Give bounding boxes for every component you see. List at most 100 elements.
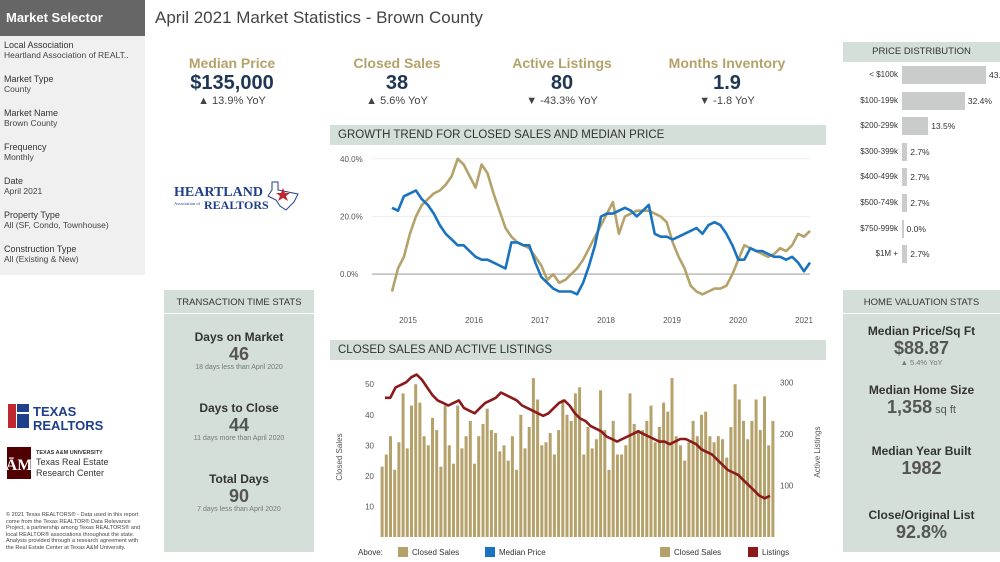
total-days-stat: Total Days 90 7 days less than April 202… xyxy=(164,472,314,513)
closed-sales-bar xyxy=(620,454,624,537)
closed-sales-bar xyxy=(750,420,754,537)
closed-sales-bar xyxy=(506,460,510,537)
filter-construction-type[interactable]: Construction Type All (Existing & New) xyxy=(0,244,145,274)
filter-value[interactable]: All (Existing & New) xyxy=(4,254,79,264)
price-range-label: $500-749k xyxy=(860,197,898,207)
closed-sales-bar xyxy=(443,405,447,537)
legend-label: Listings xyxy=(762,548,789,557)
logo-mark-icon xyxy=(8,404,16,428)
y-tick-label: 20 xyxy=(365,472,374,481)
filter-date[interactable]: Date April 2021 xyxy=(0,176,145,206)
kpi-label: Median Price xyxy=(188,55,276,71)
y2-axis-label: Active Listings xyxy=(813,426,822,477)
logo-text: Association of xyxy=(174,201,201,206)
closed-sales-bar xyxy=(397,442,401,537)
closed-sales-bar xyxy=(447,445,451,537)
price-range-pct: 2.7% xyxy=(910,146,930,157)
stat-value: 92.8% xyxy=(895,522,948,542)
closed-sales-bar xyxy=(401,393,405,537)
closed-sales-bar xyxy=(544,442,548,537)
price-range-bar xyxy=(902,168,908,187)
price-distribution-row: $400-499k 2.7% xyxy=(843,164,1000,190)
texas-realtors-logo: TEXAS REALTORS xyxy=(8,404,104,433)
closed-sales-bar xyxy=(489,430,493,537)
filter-label: Market Type xyxy=(4,74,54,84)
y-tick-label: 40.0% xyxy=(340,155,363,164)
page-title: April 2021 Market Statistics - Brown Cou… xyxy=(155,8,483,27)
closed-sales-bar xyxy=(624,445,628,537)
kpi-value: 1.9 xyxy=(713,72,741,94)
closed-sales-bar xyxy=(456,405,460,537)
price-range-label: < $100k xyxy=(869,70,898,79)
closed-sales-bar xyxy=(519,414,523,537)
price-distribution-row: $200-299k 13.5% xyxy=(843,113,1000,139)
filter-property-type[interactable]: Property Type All (SF, Condo, Townhouse) xyxy=(0,210,145,240)
logo-text: REALTORS xyxy=(33,418,104,433)
closed-sales-bar xyxy=(767,445,771,537)
series-line xyxy=(391,189,812,296)
price-distribution-row: $750-999k 0.0% xyxy=(843,216,1000,242)
filter-value[interactable]: April 2021 xyxy=(4,186,43,196)
price-range-bar xyxy=(902,66,986,84)
stat-value: 44 xyxy=(228,415,250,435)
stat-label: Median Home Size xyxy=(868,383,975,397)
closed-sales-bar xyxy=(645,420,649,537)
filter-frequency[interactable]: Frequency Monthly xyxy=(0,142,145,172)
price-distribution-panel: PRICE DISTRIBUTION < $100k 43.3% $100-199k… xyxy=(843,42,1000,272)
closed-sales-bar xyxy=(611,420,615,537)
closed-sales-bar xyxy=(410,405,413,537)
logo-text: HEARTLAND xyxy=(174,185,263,200)
closed-sales-bar xyxy=(628,393,632,537)
price-range-pct: 13.5% xyxy=(931,121,956,132)
closed-sales-bar xyxy=(712,442,716,537)
closed-sales-bar xyxy=(657,427,661,537)
stat-value: $88.87 xyxy=(893,338,950,358)
days-to-close-stat: Days to Close 44 11 days more than April… xyxy=(164,401,314,442)
closed-sales-bar xyxy=(494,433,498,537)
filter-label: Frequency xyxy=(4,142,47,152)
logo-text: TEXAS xyxy=(33,404,77,419)
legend-swatch xyxy=(485,547,495,557)
closed-sales-bar xyxy=(569,420,573,537)
closed-sales-bar xyxy=(422,436,426,537)
price-range-bar xyxy=(902,142,908,161)
stat-label: Days to Close xyxy=(199,401,279,415)
closed-sales-bar xyxy=(578,387,582,537)
closed-sales-bar xyxy=(557,430,561,537)
x-tick-label: 2020 xyxy=(729,316,747,325)
closed-sales-bar xyxy=(502,445,506,537)
closed-sales-bar xyxy=(527,427,531,537)
legend-label: Closed Sales xyxy=(674,548,721,557)
legend-swatch xyxy=(660,547,670,557)
kpi-months-inventory: Months Inventory 1.9 ▼ -1.8 YoY xyxy=(652,55,802,107)
filter-value[interactable]: County xyxy=(4,84,31,94)
closed-sales-bar xyxy=(590,448,594,537)
market-selector-title: Market Selector xyxy=(0,0,145,36)
closed-sales-bar xyxy=(389,436,392,537)
closed-sales-bar xyxy=(536,399,540,537)
market-selector-panel: Market Selector Local Association Heartl… xyxy=(0,0,145,275)
filter-label: Property Type xyxy=(4,210,60,220)
filter-value[interactable]: Brown County xyxy=(4,118,58,128)
y2-tick-label: 100 xyxy=(780,481,794,490)
closed-sales-bar xyxy=(733,384,737,537)
filter-market-type[interactable]: Market Type County xyxy=(0,74,145,104)
closed-sales-bar xyxy=(632,423,636,537)
closed-sales-bar xyxy=(477,436,481,537)
price-range-bar xyxy=(902,193,908,212)
filter-local-association[interactable]: Local Association Heartland Association … xyxy=(0,40,145,70)
stat-value: 1,358 xyxy=(887,397,933,417)
home-valuation-stats-panel: HOME VALUATION STATS Median Price/Sq Ft … xyxy=(843,290,1000,552)
legend-label: Median Price xyxy=(499,548,546,557)
stat-value: 1982 xyxy=(901,458,942,478)
price-distribution-title: PRICE DISTRIBUTION xyxy=(843,42,1000,62)
closed-sales-bar xyxy=(384,454,388,537)
filter-value[interactable]: Monthly xyxy=(4,152,34,162)
filter-market-name[interactable]: Market Name Brown County xyxy=(0,108,145,138)
sales-axis: 10 20 30 40 50 100 200 300 Closed Sales Active Li… xyxy=(335,378,822,511)
filter-value[interactable]: All (SF, Condo, Townhouse) xyxy=(4,220,109,230)
closed-sales-bar xyxy=(414,384,418,537)
closed-sales-bar xyxy=(737,399,741,537)
kpi-value: $135,000 xyxy=(190,72,274,94)
filter-value[interactable]: Heartland Association of REALT.. xyxy=(4,50,129,60)
